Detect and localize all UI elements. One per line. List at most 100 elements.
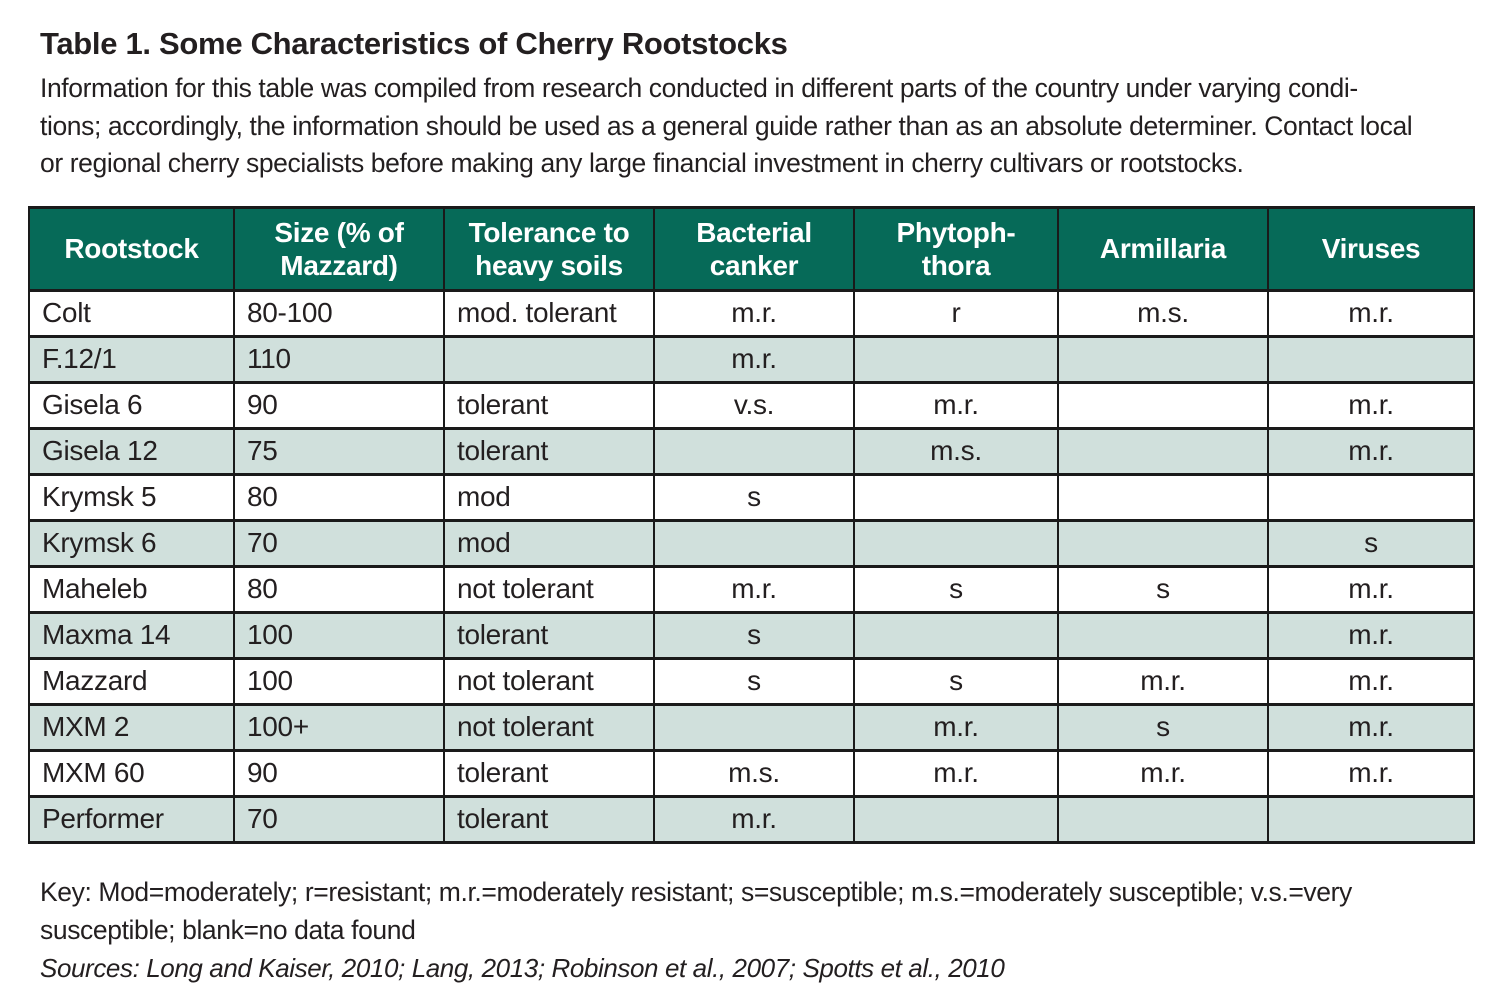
table-cell: mod xyxy=(443,518,655,568)
intro-line-1: Information for this table was compiled … xyxy=(40,73,1358,103)
col-header-tolerance: Tolerance to heavy soils xyxy=(443,205,655,292)
table-cell: 80-100 xyxy=(233,288,445,338)
col-header-phytophthora: Phytoph- thora xyxy=(853,205,1059,292)
table-cell xyxy=(853,794,1059,844)
table-cell: m.r. xyxy=(1057,656,1269,706)
table-cell: s xyxy=(653,472,855,522)
table-cell: not tolerant xyxy=(443,564,655,614)
table-cell xyxy=(853,610,1059,660)
table-cell: m.s. xyxy=(653,748,855,798)
table-cell: m.r. xyxy=(853,380,1059,430)
table-cell: m.r. xyxy=(1267,426,1475,476)
table-cell xyxy=(653,702,855,752)
table-cell: m.r. xyxy=(1267,656,1475,706)
table-cell: Maxma 14 xyxy=(28,610,235,660)
table-cell: 80 xyxy=(233,472,445,522)
key-line-1: Key: Mod=moderately; r=resistant; m.r.=m… xyxy=(40,876,1352,907)
intro-line-2: tions; accordingly, the information shou… xyxy=(40,110,1413,141)
col-header-rootstock: Rootstock xyxy=(28,205,235,292)
document-page: Table 1. Some Characteristics of Cherry … xyxy=(0,26,1500,1002)
table-row: Mazzard 100 not tolerant s s m.r. m.r. xyxy=(28,656,1475,706)
table-cell: tolerant xyxy=(443,748,655,798)
table-cell: m.r. xyxy=(853,748,1059,798)
table-cell: m.s. xyxy=(1057,288,1269,338)
table-cell xyxy=(653,518,855,568)
table-header-row: Rootstock Size (% of Mazzard) Tolerance … xyxy=(28,205,1475,292)
table-cell: tolerant xyxy=(443,426,655,476)
table-cell: 100 xyxy=(233,610,445,660)
table-cell: m.r. xyxy=(653,288,855,338)
table-cell: Krymsk 6 xyxy=(28,518,235,568)
table-cell: s xyxy=(853,564,1059,614)
table-cell xyxy=(1057,380,1269,430)
table-cell xyxy=(853,472,1059,522)
table-cell: v.s. xyxy=(653,380,855,430)
table-cell: 100 xyxy=(233,656,445,706)
table-cell: 80 xyxy=(233,564,445,614)
table-cell: m.r. xyxy=(1267,748,1475,798)
table-cell: m.r. xyxy=(1267,380,1475,430)
table-row: Performer 70 tolerant m.r. xyxy=(28,794,1475,844)
table-cell: m.r. xyxy=(653,564,855,614)
table-cell: m.s. xyxy=(853,426,1059,476)
table-cell: tolerant xyxy=(443,794,655,844)
table-cell: MXM 60 xyxy=(28,748,235,798)
col-header-bacterial-canker: Bacterial canker xyxy=(653,205,855,292)
table-cell: Gisela 12 xyxy=(28,426,235,476)
table-cell xyxy=(1057,334,1269,384)
table-cell: m.r. xyxy=(1267,702,1475,752)
table-cell: tolerant xyxy=(443,610,655,660)
table-cell: r xyxy=(853,288,1059,338)
table-row: MXM 2 100+ not tolerant m.r. s m.r. xyxy=(28,702,1475,752)
table-cell: Krymsk 5 xyxy=(28,472,235,522)
table-cell: Colt xyxy=(28,288,235,338)
col-header-viruses: Viruses xyxy=(1267,205,1475,292)
table-cell: MXM 2 xyxy=(28,702,235,752)
sources-text: Sources: Long and Kaiser, 2010; Lang, 20… xyxy=(40,952,1005,983)
table-cell: 70 xyxy=(233,794,445,844)
table-cell: Maheleb xyxy=(28,564,235,614)
table-cell: tolerant xyxy=(443,380,655,430)
intro-paragraph: Information for this table was compiled … xyxy=(40,70,1500,183)
table-cell xyxy=(853,334,1059,384)
table-cell: Mazzard xyxy=(28,656,235,706)
table-cell: 90 xyxy=(233,380,445,430)
table-cell: m.r. xyxy=(1057,748,1269,798)
table-cell: s xyxy=(653,656,855,706)
table-cell: m.r. xyxy=(653,794,855,844)
col-header-armillaria: Armillaria xyxy=(1057,205,1269,292)
table-cell xyxy=(1057,610,1269,660)
table-cell: m.r. xyxy=(853,702,1059,752)
table-cell: s xyxy=(1057,564,1269,614)
table-row: Krymsk 6 70 mod s xyxy=(28,518,1475,568)
col-header-size: Size (% of Mazzard) xyxy=(233,205,445,292)
table-row: Maheleb 80 not tolerant m.r. s s m.r. xyxy=(28,564,1475,614)
table-cell: m.r. xyxy=(653,334,855,384)
table-cell xyxy=(443,334,655,384)
table-cell xyxy=(1267,794,1475,844)
table-row: Colt 80-100 mod. tolerant m.r. r m.s. m.r. xyxy=(28,288,1475,338)
table-row: Gisela 6 90 tolerant v.s. m.r. m.r. xyxy=(28,380,1475,430)
table-cell: m.r. xyxy=(1267,564,1475,614)
table-row: MXM 60 90 tolerant m.s. m.r. m.r. m.r. xyxy=(28,748,1475,798)
table-cell: 110 xyxy=(233,334,445,384)
cherry-rootstock-table: Rootstock Size (% of Mazzard) Tolerance … xyxy=(28,205,1475,844)
table-cell: m.r. xyxy=(1267,610,1475,660)
table-cell: F.12/1 xyxy=(28,334,235,384)
table-cell xyxy=(1267,334,1475,384)
table-cell: s xyxy=(1057,702,1269,752)
table-cell: m.r. xyxy=(1267,288,1475,338)
table-cell: mod xyxy=(443,472,655,522)
table-cell xyxy=(653,426,855,476)
table-row: F.12/1 110 m.r. xyxy=(28,334,1475,384)
table-cell xyxy=(1057,426,1269,476)
table-cell: s xyxy=(653,610,855,660)
table-row: Krymsk 5 80 mod s xyxy=(28,472,1475,522)
table-row: Maxma 14 100 tolerant s m.r. xyxy=(28,610,1475,660)
table-cell: 70 xyxy=(233,518,445,568)
table-cell: Performer xyxy=(28,794,235,844)
table-cell: not tolerant xyxy=(443,702,655,752)
table-cell: s xyxy=(853,656,1059,706)
table-cell: mod. tolerant xyxy=(443,288,655,338)
table-cell xyxy=(1057,518,1269,568)
